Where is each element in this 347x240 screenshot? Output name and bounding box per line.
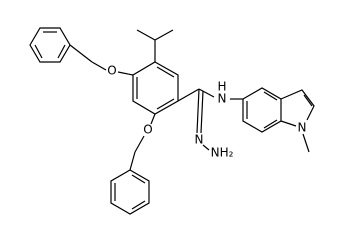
bond [196, 88, 200, 134]
atom-labels: O O N H N NH₂ N [107, 64, 306, 160]
bond [200, 90, 204, 134]
atom-label: N [195, 133, 204, 147]
bond [156, 98, 175, 110]
ring [29, 27, 71, 63]
bond [303, 94, 313, 107]
bond [198, 88, 215, 98]
bond [91, 61, 107, 71]
bonds [29, 27, 315, 215]
ring [132, 61, 179, 115]
bond [131, 174, 146, 184]
bond [177, 88, 200, 102]
bond [57, 44, 66, 59]
bond [280, 120, 297, 127]
ring [110, 169, 150, 215]
ring [280, 89, 315, 121]
bond [154, 29, 174, 41]
bond [202, 144, 210, 151]
bond [129, 151, 136, 171]
atom-label: H [217, 80, 226, 94]
bond [131, 200, 146, 210]
atom-label: N [298, 121, 307, 135]
bond [34, 44, 43, 59]
bond [150, 113, 156, 125]
page: O O N H N NH₂ N (() => { const data = JS… [29, 27, 315, 215]
bond [302, 133, 310, 153]
atom-label: N [218, 92, 227, 106]
bond [69, 44, 93, 63]
bond [117, 71, 134, 76]
atom-label: NH₂ [211, 146, 234, 160]
bond [263, 91, 278, 101]
bond [156, 66, 175, 78]
bond [263, 119, 278, 129]
structure: O O N H N NH₂ N [29, 27, 315, 215]
bond [134, 135, 145, 153]
bond [136, 29, 156, 41]
ring [242, 87, 282, 133]
atom-label: O [107, 64, 116, 78]
atom-label: O [143, 123, 152, 137]
